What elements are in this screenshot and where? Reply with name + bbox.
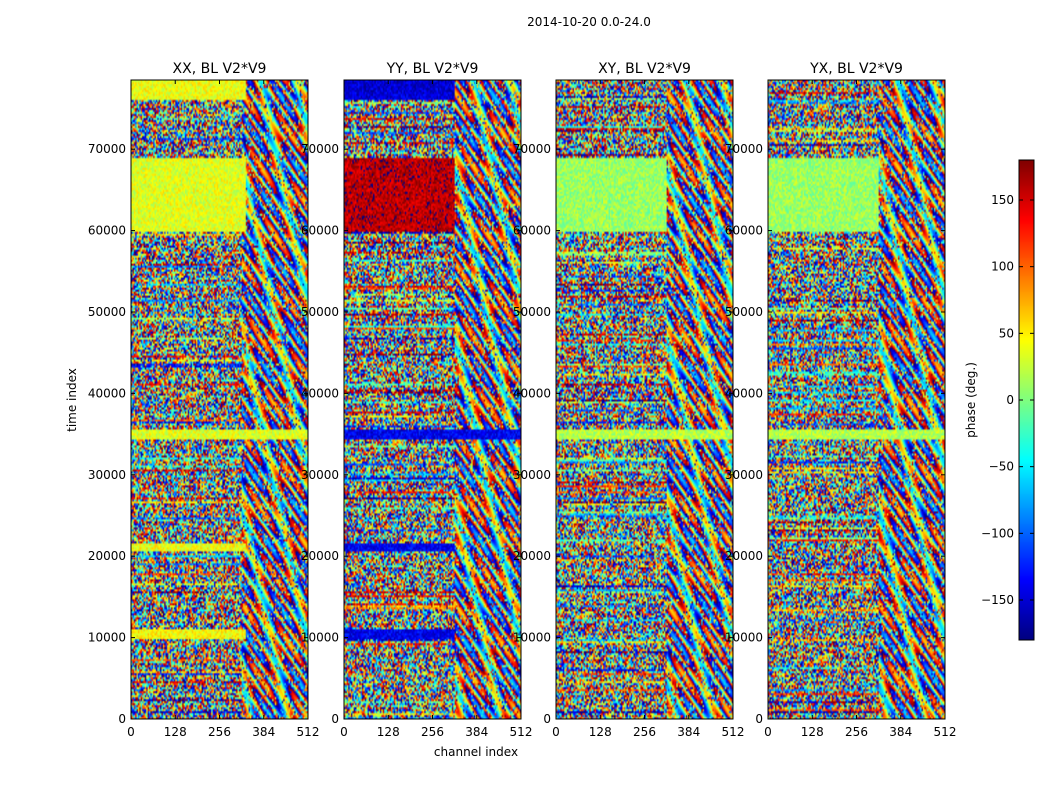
y-tick-label: 20000 [513,549,551,563]
figure-title: 2014-10-20 0.0-24.0 [527,15,651,29]
panel-title: YX, BL V2*V9 [809,61,903,77]
y-tick-label: 20000 [88,549,126,563]
y-axis-label: time index [65,368,79,432]
x-tick-label: 0 [552,725,560,739]
y-tick-label: 30000 [725,468,763,482]
colorbar-tick-label: 150 [991,193,1014,207]
colorbar-gradient [1019,160,1034,640]
y-tick-label: 60000 [725,224,763,238]
colorbar-tick-label: 0 [1006,393,1014,407]
y-tick-label: 70000 [725,142,763,156]
x-tick-label: 256 [845,725,868,739]
y-tick-label: 70000 [301,142,339,156]
x-tick-label: 128 [377,725,400,739]
x-tick-label: 0 [764,725,772,739]
panel-2: YY, BL V2*V9 0 128 256 384 512 0 10000 20000 3000… [301,61,533,739]
y-tick-label: 40000 [725,386,763,400]
colorbar-tick-label: −50 [989,460,1014,474]
panels: XX, BL V2*V9 0 128 256 384 512 0 10000 20000 3000… [88,61,957,739]
panel-title: YY, BL V2*V9 [386,61,479,77]
colorbar-tick-label: −150 [981,593,1014,607]
y-tick-label: 70000 [513,142,551,156]
colorbar-label: phase (deg.) [964,362,978,438]
phase-heatmap [768,80,945,719]
y-tick-label: 60000 [88,224,126,238]
y-tick-label: 10000 [725,631,763,645]
y-tick-label: 50000 [301,305,339,319]
y-tick-label: 30000 [301,468,339,482]
x-tick-label: 256 [208,725,231,739]
x-tick-label: 512 [510,725,533,739]
x-tick-label: 256 [633,725,656,739]
x-tick-label: 0 [127,725,135,739]
x-tick-label: 0 [340,725,348,739]
y-tick-label: 0 [118,712,126,726]
colorbar-tick-label: 100 [991,260,1014,274]
y-tick-label: 0 [331,712,339,726]
x-tick-label: 128 [801,725,824,739]
x-tick-label: 128 [164,725,187,739]
x-tick-label: 128 [589,725,612,739]
x-tick-label: 512 [722,725,745,739]
phase-heatmap [556,80,733,719]
y-tick-label: 40000 [88,386,126,400]
x-tick-label: 256 [421,725,444,739]
x-tick-label: 384 [889,725,912,739]
panel-1: XX, BL V2*V9 0 128 256 384 512 0 10000 20000 3000… [88,61,320,739]
panel-title: XY, BL V2*V9 [598,61,691,77]
panel-title: XX, BL V2*V9 [173,61,267,77]
colorbar-tick-label: 50 [999,326,1014,340]
y-tick-label: 10000 [513,631,551,645]
x-axis-label: channel index [434,745,518,759]
x-tick-label: 384 [677,725,700,739]
y-tick-label: 50000 [88,305,126,319]
phase-heatmap [131,80,308,719]
x-tick-label: 512 [934,725,957,739]
y-tick-label: 50000 [513,305,551,319]
y-tick-label: 20000 [725,549,763,563]
y-tick-label: 10000 [301,631,339,645]
y-tick-label: 40000 [301,386,339,400]
y-tick-label: 0 [755,712,763,726]
y-tick-label: 60000 [513,224,551,238]
y-tick-label: 10000 [88,631,126,645]
x-tick-label: 512 [297,725,320,739]
colorbar-tick-label: −100 [981,526,1014,540]
y-tick-label: 70000 [88,142,126,156]
colorbar: −150 −100 −50 0 50 100 150 [981,159,1035,641]
x-tick-label: 384 [252,725,275,739]
y-tick-label: 30000 [88,468,126,482]
panel-4: YX, BL V2*V9 0 128 256 384 512 0 10000 20000 3000… [725,61,957,739]
y-tick-label: 30000 [513,468,551,482]
y-tick-label: 40000 [513,386,551,400]
y-tick-label: 20000 [301,549,339,563]
phase-heatmap [344,80,521,719]
x-tick-label: 384 [465,725,488,739]
y-tick-label: 0 [543,712,551,726]
y-tick-label: 50000 [725,305,763,319]
panel-3: XY, BL V2*V9 0 128 256 384 512 0 10000 20000 3000… [513,61,745,739]
y-tick-label: 60000 [301,224,339,238]
